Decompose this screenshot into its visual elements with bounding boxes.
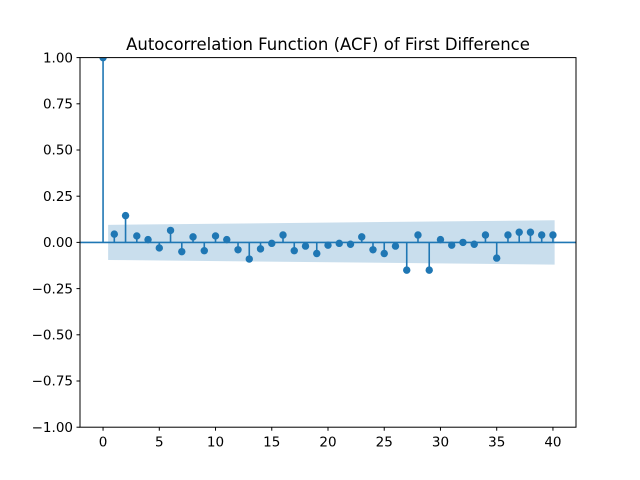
y-tick-label: −0.25 [32,281,73,297]
x-tick-label: 30 [432,435,449,451]
x-tick-label: 25 [376,435,393,451]
x-tick-label: 15 [263,435,280,451]
acf-marker [223,235,231,244]
acf-marker [470,240,478,248]
acf-marker [549,231,557,239]
x-tick-label: 35 [488,435,505,451]
acf-marker [459,238,467,247]
acf-marker [537,231,546,239]
acf-marker [448,241,456,249]
acf-marker [335,239,343,248]
acf-marker [493,254,501,262]
acf-marker [526,228,535,236]
y-tick-label: 1.00 [43,50,73,66]
acf-marker [178,247,186,256]
acf-marker [268,239,276,248]
acf-marker [279,231,287,239]
y-tick-label: −0.50 [32,328,73,344]
y-tick-label: −0.75 [32,374,73,390]
acf-marker [110,230,119,238]
y-tick-label: 0.25 [43,189,73,205]
acf-marker [144,235,152,244]
acf-marker [324,241,332,249]
y-tick-label: −1.00 [32,420,73,436]
acf-marker [346,240,355,248]
acf-marker [256,245,265,253]
acf-marker [301,242,310,250]
acf-marker [436,235,445,244]
acf-marker [166,226,175,235]
acf-marker [515,228,523,236]
acf-marker [380,249,388,258]
acf-marker [155,244,163,252]
acf-marker [211,232,220,240]
acf-marker [245,255,253,263]
x-tick-label: 0 [99,435,108,451]
x-tick-label: 40 [544,435,561,451]
x-tick-label: 5 [155,435,164,451]
acf-marker [200,247,208,255]
acf-marker [121,211,130,220]
acf-marker [133,232,141,240]
acf-marker [234,246,242,254]
acf-marker [391,242,400,250]
y-tick-label: 0.50 [43,143,73,159]
chart-title: Autocorrelation Function (ACF) of First … [126,35,530,54]
acf-marker [425,266,433,274]
acf-marker [358,233,366,241]
acf-marker [504,231,512,239]
acf-marker [481,231,490,239]
y-tick-label: 0.00 [43,235,73,251]
acf-marker [99,57,107,62]
y-tick-label: 0.75 [43,97,73,113]
x-tick-label: 10 [207,435,224,451]
acf-marker [414,231,422,239]
x-tick-label: 20 [319,435,336,451]
acf-marker [189,233,197,241]
acf-marker [313,249,321,258]
acf-marker [403,266,411,274]
acf-marker [369,246,377,254]
acf-marker [290,247,298,255]
